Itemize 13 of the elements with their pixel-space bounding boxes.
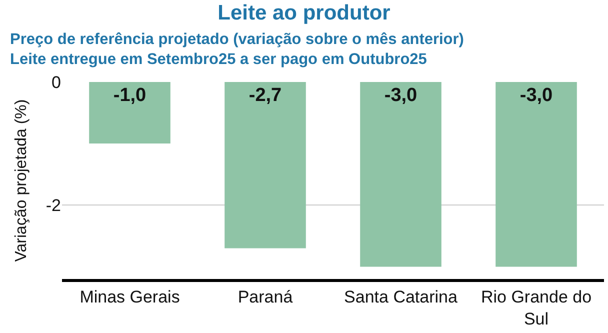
data-label: -1,0: [113, 85, 146, 106]
x-tick-label: Paraná: [238, 287, 294, 306]
x-tick-label: Rio Grande do Sul: [480, 287, 592, 328]
chart-title: Leite ao produtor: [218, 2, 390, 25]
x-tick-label: Minas Gerais: [80, 287, 180, 306]
data-label: -3,0: [384, 85, 418, 106]
x-tick-label: Santa Catarina: [344, 287, 458, 306]
y-tick-label: -2: [46, 196, 61, 216]
data-label: -2,7: [248, 85, 282, 106]
data-label: -3,0: [520, 85, 553, 106]
chart-subtitle: Preço de referência projetado (variação sobre o mês anterior) Leite entregue em Setembro25 a ser pago em Outubro25: [10, 31, 464, 68]
y-axis-title: Variação projetada (%): [12, 99, 30, 262]
y-tick-label: 0: [52, 72, 61, 92]
